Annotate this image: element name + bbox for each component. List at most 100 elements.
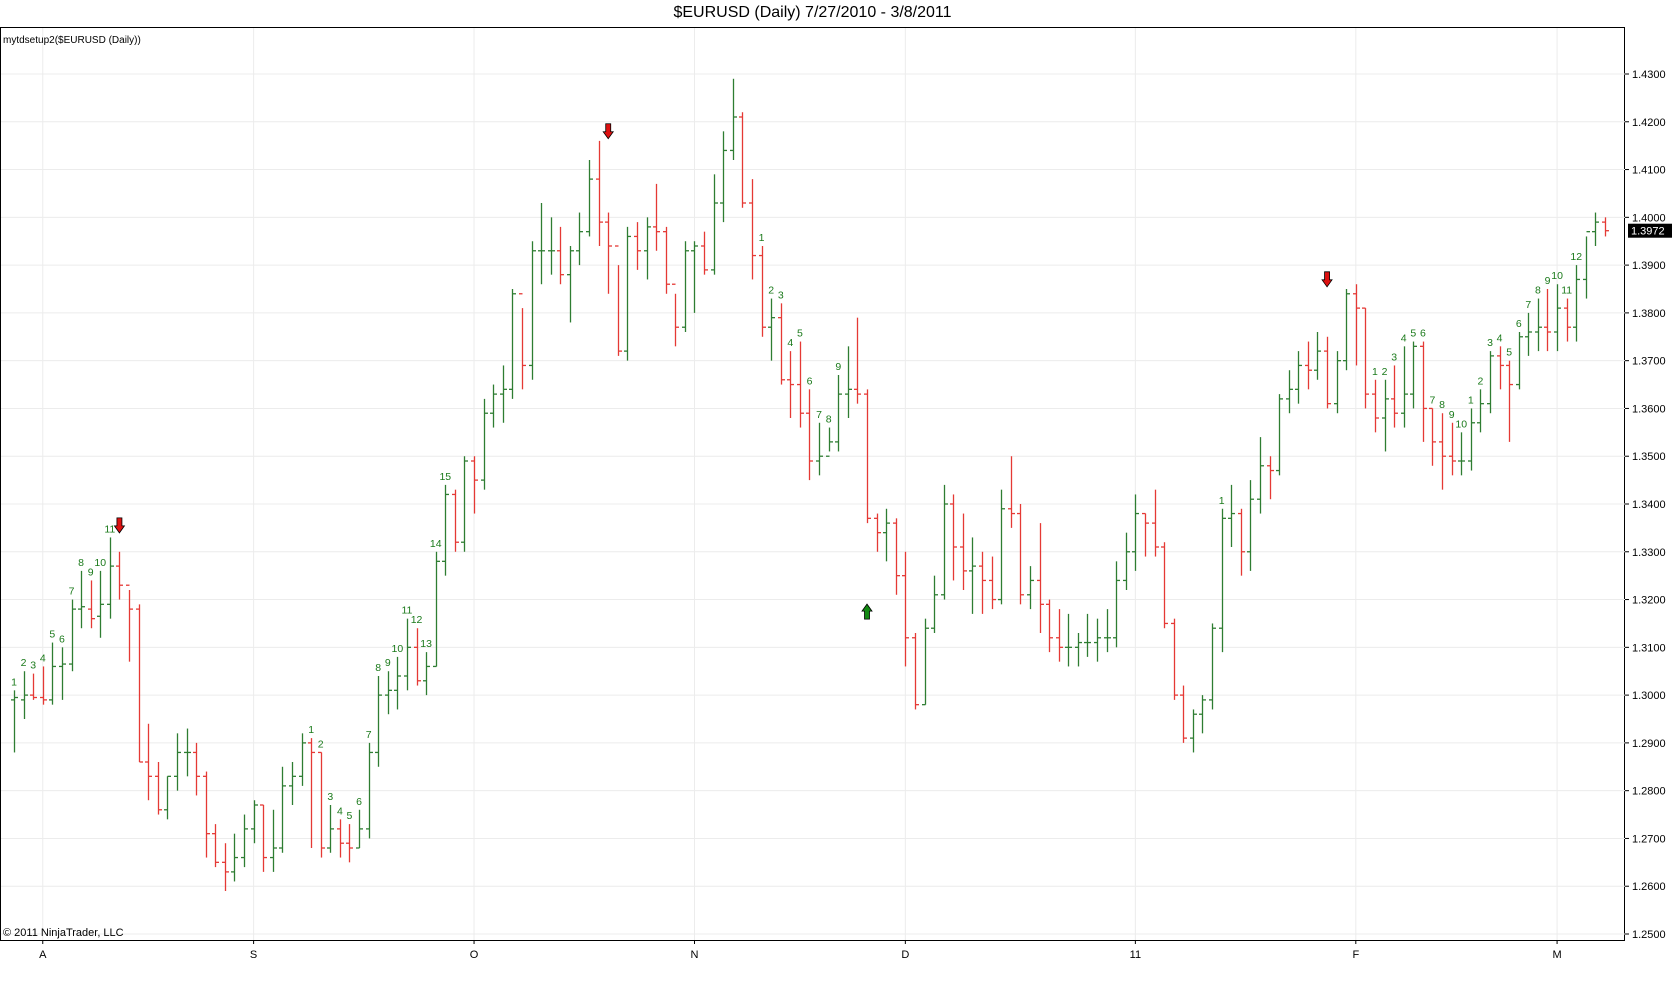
ohlc-bar (1573, 265, 1580, 342)
ohlc-bar (998, 489, 1005, 605)
ohlc-bar (509, 289, 516, 399)
ohlc-bar (1142, 512, 1149, 557)
setup-count-label: 4 (337, 805, 343, 817)
ohlc-bar (596, 140, 603, 246)
ohlc-bar (327, 805, 334, 853)
ohlc-bar (1037, 523, 1044, 633)
ohlc-bar (346, 824, 353, 863)
setup-count-label: 1 (759, 232, 765, 244)
ohlc-bar (423, 652, 430, 696)
ohlc-bar (1046, 599, 1053, 653)
ohlc-bar (481, 398, 488, 490)
setup-count-label: 1 (1468, 394, 1474, 406)
setup-count-label: 1 (308, 724, 314, 736)
setup-count-label: 2 (318, 738, 324, 750)
ohlc-bar (519, 293, 526, 390)
ohlc-bar (567, 246, 574, 323)
ohlc-bar (471, 456, 478, 514)
setup-count-label: 9 (385, 657, 391, 669)
ohlc-bar (212, 824, 219, 868)
ohlc-bar (1161, 542, 1168, 629)
ohlc-bar (299, 733, 306, 786)
setup-count-label: 1 (1219, 495, 1225, 507)
x-tick-label: F (1352, 949, 1359, 961)
ohlc-bar (605, 212, 612, 294)
setup-count-label: 9 (835, 361, 841, 373)
last-price-label: 1.3972 (1631, 226, 1665, 238)
ohlc-bar (624, 226, 631, 361)
setup-count-label: 15 (439, 471, 451, 483)
ohlc-bar (1497, 346, 1504, 390)
ohlc-bar (404, 618, 411, 691)
setup-count-label: 2 (1382, 366, 1388, 378)
setup-count-label: 8 (1439, 399, 1445, 411)
setup-count-label: 9 (1545, 275, 1551, 287)
ohlc-bar (557, 226, 564, 285)
y-tick-label: 1.3300 (1632, 547, 1666, 559)
ohlc-bar (950, 494, 957, 581)
setup-count-label: 5 (797, 328, 803, 340)
ohlc-bar (452, 489, 459, 552)
ohlc-bar (1410, 341, 1417, 409)
ohlc-bar (1219, 508, 1226, 653)
setup-count-label: 5 (1506, 347, 1512, 359)
ohlc-bar (941, 484, 948, 600)
ohlc-bar (529, 241, 536, 380)
setup-count-label: 2 (1477, 375, 1483, 387)
ohlc-bar (375, 676, 382, 767)
ohlc-bar (442, 484, 449, 576)
setup-count-label: 9 (88, 566, 94, 578)
ohlc-bar (1391, 365, 1398, 428)
ohlc-bar (1257, 437, 1264, 514)
ohlc-bar (1199, 695, 1206, 734)
setup-count-label: 2 (21, 657, 27, 669)
x-tick-label: O (470, 949, 479, 961)
ohlc-bar (1535, 298, 1542, 352)
ohlc-bar (1334, 351, 1341, 414)
ohlc-bar (730, 78, 737, 160)
ohlc-bar (1075, 633, 1082, 667)
ohlc-bar (174, 733, 181, 791)
setup-count-label: 6 (1420, 328, 1426, 340)
ohlc-bar (21, 671, 28, 719)
ohlc-bar (366, 742, 373, 839)
setup-count-label: 12 (411, 614, 423, 626)
setup-count-label: 3 (778, 289, 784, 301)
ohlc-bar (1487, 351, 1494, 414)
ohlc-bar (1238, 508, 1245, 576)
copyright-label: © 2011 NinjaTrader, LLC (3, 927, 124, 939)
ohlc-bar (1065, 613, 1072, 667)
y-tick-label: 1.2900 (1632, 738, 1666, 750)
ohlc-bar (184, 728, 191, 777)
y-tick-label: 1.3600 (1632, 403, 1666, 415)
ohlc-bar (1171, 618, 1178, 700)
sell-arrow-icon (1321, 271, 1333, 288)
ohlc-bar (1132, 494, 1139, 571)
buy-arrow-icon (861, 603, 873, 620)
ohlc-bar (969, 537, 976, 614)
ohlc-bar (653, 183, 660, 251)
setup-count-label: 12 (1570, 251, 1582, 263)
ohlc-bar (931, 575, 938, 633)
indicator-label: mytdsetup2($EURUSD (Daily)) (3, 35, 141, 46)
ohlc-bar (500, 365, 507, 423)
ohlc-bar (1314, 332, 1321, 380)
setup-count-label: 11 (402, 605, 413, 617)
y-tick-label: 1.3400 (1632, 499, 1666, 511)
ohlc-bar (11, 690, 18, 753)
ohlc-bar (1477, 389, 1484, 433)
setup-count-label: 10 (1551, 270, 1563, 282)
ohlc-bar (461, 456, 468, 552)
x-tick-label: M (1552, 949, 1561, 961)
ohlc-bar (97, 570, 104, 638)
ohlc-bar (691, 241, 698, 313)
ohlc-bar (1209, 623, 1216, 710)
last-price-badge (1628, 223, 1672, 238)
ohlc-bar (1420, 341, 1427, 442)
x-tick-label: D (901, 949, 909, 961)
setup-count-label: 6 (356, 796, 362, 808)
setup-count-label: 6 (59, 633, 65, 645)
setup-count-label: 5 (49, 629, 55, 641)
